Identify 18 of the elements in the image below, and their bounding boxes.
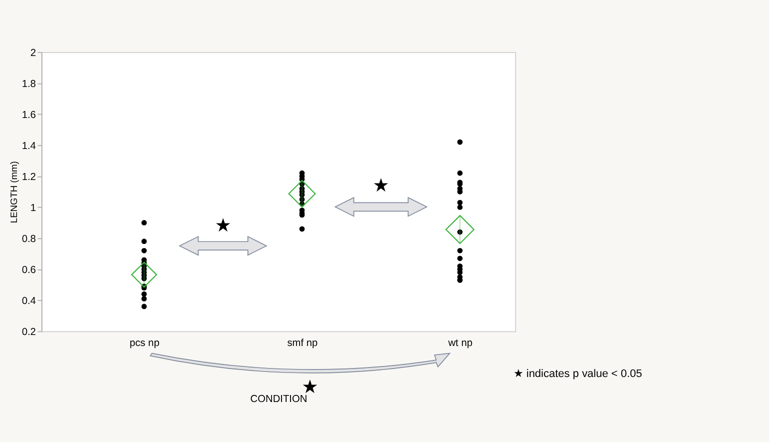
y-tick-label: 1.8 (22, 78, 36, 90)
y-axis-title: LENGTH (mm) (8, 161, 19, 224)
y-tick-label: 0.8 (22, 234, 36, 246)
y-tick-label: 1.2 (22, 172, 36, 183)
text: ★ indicates p value < 0.05 (513, 368, 642, 380)
x-axis-title: CONDITION (250, 394, 308, 405)
y-tick-label: 0.2 (22, 327, 36, 338)
annotation: ★ (372, 176, 390, 197)
x-tick-label: wt np (447, 338, 473, 350)
x-tick-label: smf np (287, 338, 318, 350)
y-tick-label: 0.4 (22, 296, 36, 308)
y-tick-label: 1 (30, 203, 36, 214)
annotation: ★ (214, 215, 232, 236)
y-tick-label: 1.4 (22, 140, 36, 152)
x-tick-label: pcs np (130, 338, 160, 350)
y-tick-label: 0.6 (22, 265, 36, 276)
y-tick-label: 1.6 (22, 110, 36, 121)
y-tick-label: 2 (30, 48, 36, 59)
